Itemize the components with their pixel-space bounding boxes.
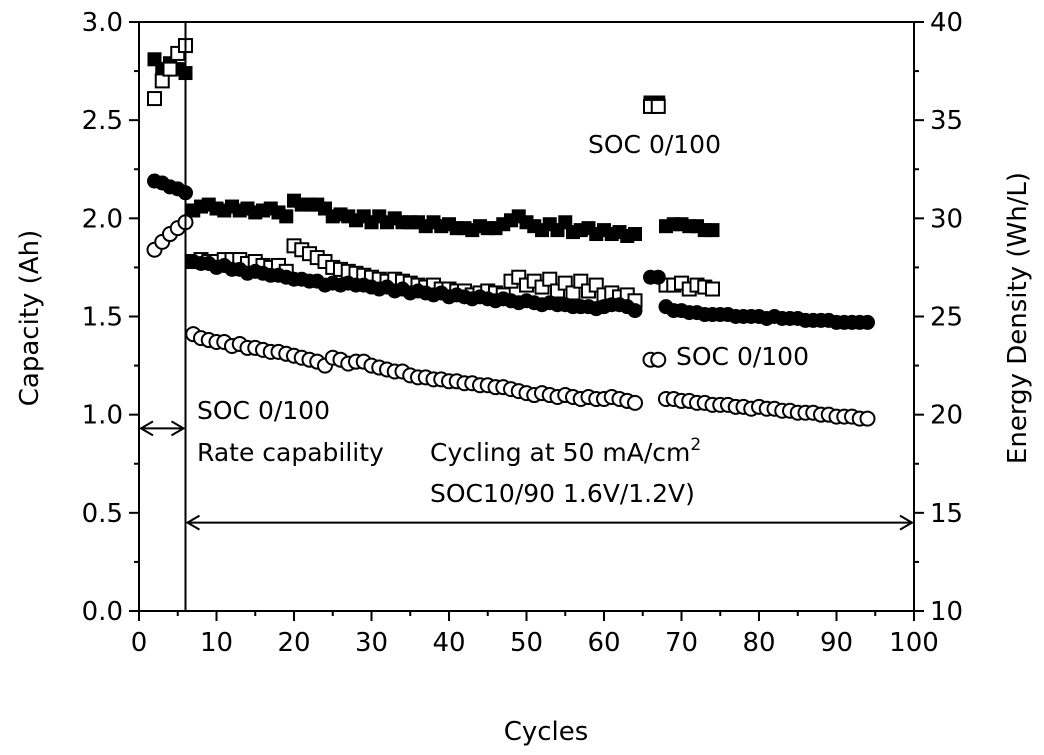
annotation-soc-lower: SOC 0/100 bbox=[676, 342, 809, 371]
data-marks bbox=[146, 38, 876, 427]
y-tick-label-left: 2.0 bbox=[82, 204, 123, 234]
annotation-cycling: Cycling at 50 mA/cm2 bbox=[430, 435, 701, 467]
y-axis-title-left: Capacity (Ah) bbox=[15, 230, 45, 406]
y-tick-label-right: 10 bbox=[930, 597, 963, 627]
annotation-cycling-superscript: 2 bbox=[690, 435, 701, 455]
point-open-circle bbox=[650, 351, 667, 368]
point-open-square bbox=[162, 61, 178, 77]
point-filled-square bbox=[628, 227, 642, 242]
y-axis-title-right: Energy Density (Wh/L) bbox=[1003, 172, 1033, 464]
y-tick-label-left: 1.0 bbox=[82, 401, 123, 431]
point-open-circle bbox=[859, 410, 876, 427]
x-tick-label: 40 bbox=[432, 628, 465, 658]
annotation-cycling-text: Cycling at 50 mA/cm bbox=[430, 438, 690, 467]
phase1-arrow-head-left bbox=[139, 420, 154, 437]
x-tick-label: 30 bbox=[355, 628, 388, 658]
x-tick-label: 60 bbox=[587, 628, 620, 658]
x-axis-title: Cycles bbox=[504, 717, 589, 747]
y-tick-label-right: 25 bbox=[930, 303, 963, 333]
y-tick-label-left: 1.5 bbox=[82, 303, 123, 333]
x-tick-label: 90 bbox=[820, 628, 853, 658]
point-open-circle bbox=[627, 394, 643, 411]
point-filled-circle bbox=[860, 314, 875, 330]
annotation-soc-upper: SOC 0/100 bbox=[588, 130, 721, 159]
x-tick-label: 80 bbox=[742, 628, 775, 658]
annotation-phase1-soc: SOC 0/100 bbox=[197, 396, 330, 425]
annotation-rate-capability: Rate capability bbox=[197, 438, 384, 467]
y-tick-label-left: 0.0 bbox=[82, 597, 123, 627]
phase2-arrow-head-right bbox=[899, 514, 914, 531]
point-filled-square bbox=[279, 209, 294, 224]
x-tick-label: 20 bbox=[277, 628, 310, 658]
x-tick-label: 100 bbox=[889, 628, 939, 658]
point-open-square bbox=[705, 281, 720, 297]
y-tick-label-right: 20 bbox=[930, 401, 963, 431]
y-tick-label-left: 3.0 bbox=[82, 8, 123, 38]
point-open-square bbox=[542, 271, 558, 287]
x-tick-label: 10 bbox=[200, 628, 233, 658]
y-tick-label-left: 0.5 bbox=[82, 499, 123, 529]
point-filled-circle bbox=[650, 269, 666, 285]
x-tick-label: 0 bbox=[131, 628, 148, 658]
y-tick-label-right: 35 bbox=[930, 106, 963, 136]
y-tick-label-right: 15 bbox=[930, 499, 963, 529]
point-filled-circle bbox=[627, 303, 643, 319]
point-open-square bbox=[147, 91, 162, 107]
y-tick-label-left: 2.5 bbox=[82, 106, 123, 136]
tick-labels: 0 10 20 30 40 50 60 70 80 90 100 0.0 0.5 1.0 1.5 2.0 2.5… bbox=[82, 8, 963, 658]
x-tick-label: 70 bbox=[665, 628, 698, 658]
annotation-soc-10-90: SOC10/90 1.6V/1.2V) bbox=[430, 479, 695, 508]
point-filled-square bbox=[705, 223, 720, 238]
y-tick-label-right: 40 bbox=[930, 8, 963, 38]
phase1-arrow-head-right bbox=[170, 420, 186, 437]
y-tick-label-right: 30 bbox=[930, 204, 963, 234]
point-open-square bbox=[650, 98, 666, 114]
x-tick-label: 50 bbox=[510, 628, 543, 658]
point-open-square bbox=[154, 73, 170, 89]
phase2-arrow-head-left bbox=[185, 514, 201, 531]
axes bbox=[129, 21, 924, 621]
